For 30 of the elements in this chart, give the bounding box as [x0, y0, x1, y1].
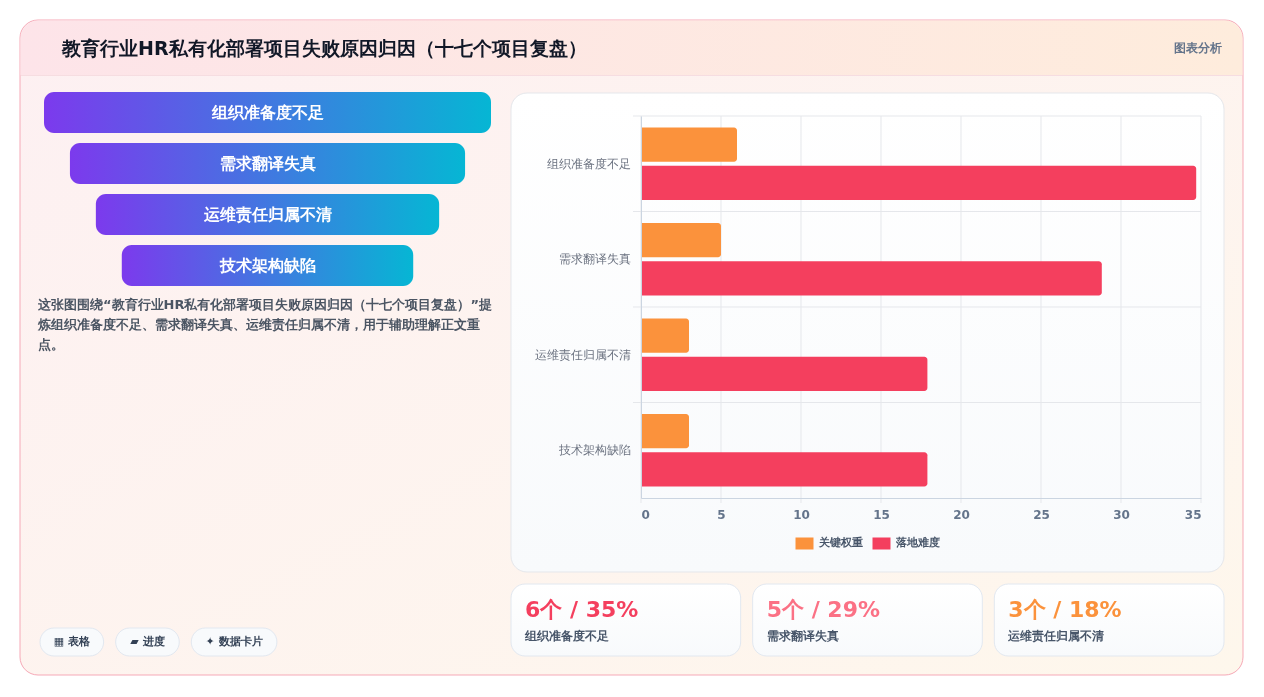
category-label: 组织准备度不足 — [210, 103, 324, 122]
category-label: 运维责任归属不清 — [202, 205, 332, 224]
x-tick-label: 30 — [1113, 507, 1130, 522]
category-label: 技术架构缺陷 — [218, 256, 316, 275]
text: 教育行业HR私有化部署项目失败原因归因（十七个项目复盘） — [61, 37, 587, 59]
x-tick-label: 5 — [717, 507, 726, 522]
text: 这张图围绕“教育行业HR私有化部署项目失败原因归因（十七个项目复盘）”提炼组织准备度不足、需求翻译失真、运维责任归属不清，用于辅助理解正文重点。 — [37, 297, 492, 352]
x-tick-label: 0 — [641, 507, 650, 522]
text: 图表分析 — [1174, 41, 1222, 55]
text: 6个 / 35% — [525, 597, 639, 622]
text: ▦ 表格 — [53, 635, 91, 648]
x-tick-label: 25 — [1033, 507, 1050, 522]
category-label: 需求翻译失真 — [219, 154, 316, 173]
x-tick-label: 10 — [793, 507, 810, 522]
legend-label: 落地难度 — [894, 536, 940, 550]
x-tick-label: 35 — [1184, 507, 1202, 522]
text: 3个 / 18% — [1008, 597, 1122, 622]
legend-label: 关键权重 — [817, 536, 863, 550]
y-tick-label: 运维责任归属不清 — [534, 347, 631, 362]
y-tick-label: 技术架构缺陷 — [557, 443, 631, 458]
x-tick-label: 15 — [873, 507, 890, 522]
y-tick-label: 需求翻译失真 — [558, 252, 631, 267]
category-label: 组织准备度不足 — [524, 629, 609, 643]
x-tick-label: 20 — [953, 507, 970, 522]
text: 5个 / 29% — [766, 597, 880, 622]
y-tick-label: 组织准备度不足 — [546, 156, 631, 171]
category-label: 需求翻译失真 — [766, 629, 839, 643]
text: ▰ 进度 — [130, 635, 165, 648]
category-label: 运维责任归属不清 — [1007, 629, 1105, 643]
text: ✦ 数据卡片 — [205, 635, 263, 648]
